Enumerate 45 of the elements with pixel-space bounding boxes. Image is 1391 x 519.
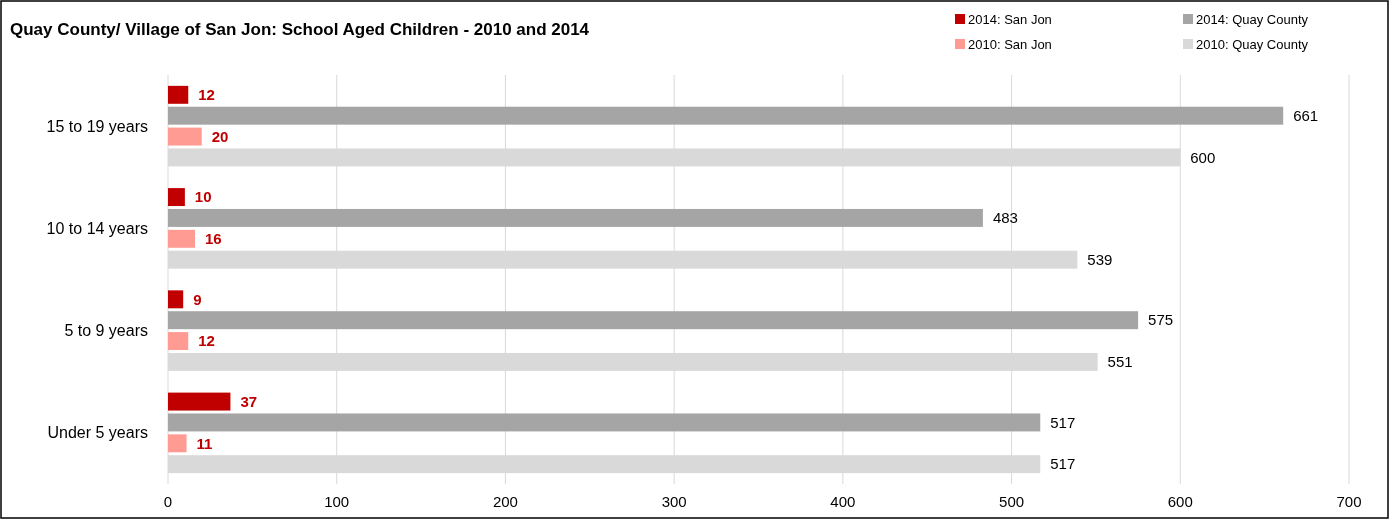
bar (168, 290, 184, 309)
bar (168, 208, 983, 227)
bar (168, 106, 1284, 125)
legend-label: 2014: San Jon (968, 11, 1052, 27)
data-label: 551 (1107, 353, 1133, 371)
data-label: 12 (198, 332, 215, 350)
x-tick-label: 700 (1336, 493, 1362, 510)
bar (168, 188, 185, 207)
data-label: 539 (1087, 250, 1113, 268)
data-label: 16 (204, 230, 222, 248)
y-tick-label: 15 to 19 years (46, 117, 148, 135)
y-tick-label: Under 5 years (47, 424, 148, 442)
bar (168, 434, 187, 453)
data-label: 11 (196, 434, 213, 452)
bar (168, 332, 189, 351)
data-label: 20 (211, 127, 229, 145)
x-tick-label: 300 (661, 493, 687, 510)
x-tick-label: 500 (999, 493, 1025, 510)
data-label: 600 (1190, 148, 1216, 166)
legend-label: 2014: Quay County (1196, 11, 1309, 27)
data-label: 37 (240, 392, 258, 410)
x-tick-label: 200 (492, 493, 518, 510)
data-label: 517 (1050, 413, 1076, 431)
bar (168, 311, 1139, 330)
data-label: 661 (1293, 106, 1319, 124)
data-label: 10 (194, 188, 212, 206)
x-tick-label: 600 (1167, 493, 1193, 510)
chart-title: Quay County/ Village of San Jon: School Aged Children - 2010 and 2014 (10, 20, 590, 39)
data-label: 12 (198, 86, 215, 104)
bar (168, 127, 202, 146)
bar (168, 413, 1041, 432)
x-tick-label: 400 (830, 493, 856, 510)
y-tick-label: 5 to 9 years (64, 322, 148, 340)
bar (168, 392, 231, 411)
data-label: 575 (1148, 311, 1174, 329)
data-label: 517 (1050, 455, 1076, 473)
bar (168, 85, 189, 104)
bar (168, 229, 195, 248)
data-label: 9 (193, 290, 202, 308)
legend-label: 2010: San Jon (968, 36, 1052, 52)
legend-label: 2010: Quay County (1196, 36, 1309, 52)
x-tick-label: 100 (324, 493, 350, 510)
x-tick-label: 0 (163, 493, 173, 510)
y-tick-label: 10 to 14 years (46, 219, 148, 237)
data-label: 483 (992, 209, 1018, 227)
